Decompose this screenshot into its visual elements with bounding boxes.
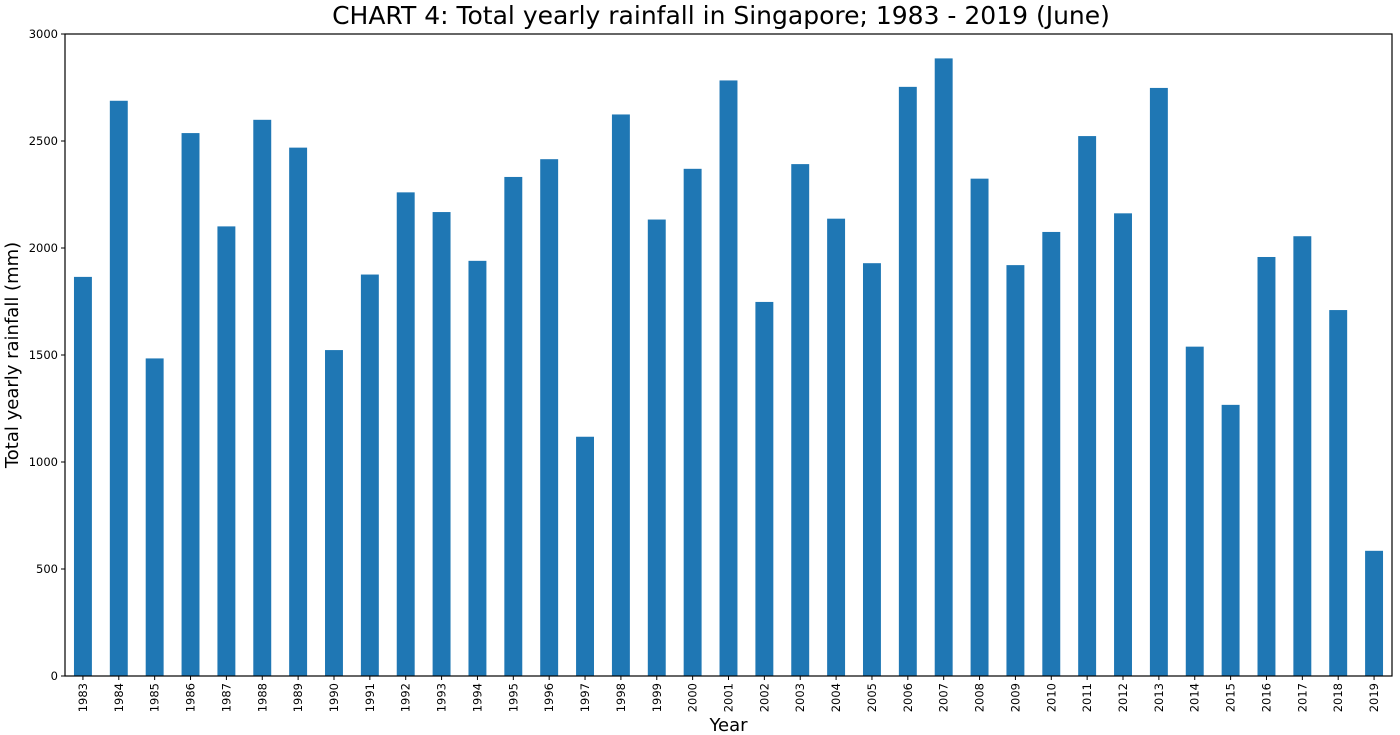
- x-tick-label: 2015: [1224, 683, 1238, 712]
- y-axis: 0 500 1000 1500 2000 2500 3000: [29, 27, 65, 683]
- x-axis: 1983 1984 1985 1986 1987 1988 1989 1990 1991 1992…: [76, 676, 1381, 712]
- bar-2009: [1006, 265, 1025, 676]
- x-tick-label: 1995: [506, 683, 520, 712]
- bar-2015: [1221, 404, 1240, 676]
- x-tick-label: 2010: [1044, 683, 1058, 712]
- x-tick-label: 2000: [686, 683, 700, 712]
- y-tick-label: 2000: [29, 241, 58, 255]
- x-tick-label: 2002: [757, 683, 771, 712]
- x-tick-label: 2004: [829, 683, 843, 712]
- y-tick-label: 1000: [29, 455, 58, 469]
- bar-1997: [576, 436, 594, 676]
- x-tick-label: 1997: [578, 683, 592, 712]
- bar-1990: [325, 350, 343, 676]
- bar-2003: [791, 164, 810, 677]
- bar-1991: [360, 274, 379, 676]
- bar-1988: [253, 119, 272, 676]
- x-tick-label: 2005: [865, 683, 879, 712]
- x-tick-label: 1994: [470, 683, 484, 712]
- bar-2008: [970, 178, 989, 676]
- x-tick-label: 2018: [1331, 683, 1345, 712]
- bar-2002: [755, 301, 774, 676]
- x-tick-label: 1993: [435, 683, 449, 712]
- bar-1996: [540, 159, 559, 676]
- x-tick-label: 2007: [937, 683, 951, 712]
- x-tick-label: 1984: [112, 683, 126, 712]
- bar-1989: [289, 147, 308, 676]
- x-tick-label: 1987: [219, 683, 233, 712]
- bar-2001: [719, 80, 738, 676]
- x-tick-label: 2011: [1080, 683, 1094, 712]
- bar-2005: [862, 263, 881, 676]
- y-tick-label: 2500: [29, 134, 58, 148]
- bar-2018: [1329, 310, 1348, 676]
- chart-title: CHART 4: Total yearly rainfall in Singap…: [332, 1, 1110, 30]
- y-tick-label: 0: [51, 669, 58, 683]
- bar-1987: [217, 226, 236, 676]
- x-tick-label: 1990: [327, 683, 341, 712]
- bar-2017: [1293, 236, 1312, 677]
- bar-2013: [1149, 87, 1168, 677]
- x-tick-label: 2001: [722, 683, 736, 712]
- bar-2010: [1042, 231, 1061, 676]
- bars-group: [73, 58, 1384, 677]
- x-tick-label: 2012: [1116, 683, 1130, 712]
- bar-1999: [647, 219, 666, 677]
- bar-1983: [73, 276, 92, 676]
- y-tick-label: 500: [36, 562, 58, 576]
- bar-2007: [934, 58, 953, 676]
- x-tick-label: 2014: [1188, 683, 1202, 712]
- y-tick-label: 3000: [29, 27, 58, 41]
- y-axis-label: Total yearly rainfall (mm): [2, 242, 23, 469]
- x-tick-label: 2003: [793, 683, 807, 712]
- x-tick-label: 1991: [363, 683, 377, 712]
- x-tick-label: 2019: [1367, 683, 1381, 712]
- bar-2014: [1185, 346, 1204, 676]
- x-tick-label: 2016: [1259, 683, 1273, 712]
- bar-1998: [611, 114, 630, 676]
- bar-2011: [1078, 136, 1097, 676]
- bar-2006: [898, 86, 917, 677]
- x-tick-label: 1983: [76, 683, 90, 712]
- x-tick-label: 2009: [1008, 683, 1022, 712]
- bar-1995: [504, 176, 523, 676]
- x-tick-label: 2013: [1152, 683, 1166, 712]
- x-tick-label: 1998: [614, 683, 628, 712]
- x-tick-label: 1996: [542, 683, 556, 712]
- bar-1994: [468, 260, 487, 676]
- bar-2004: [827, 218, 846, 676]
- x-tick-label: 1988: [255, 683, 269, 712]
- bar-1992: [396, 192, 415, 677]
- x-axis-label: Year: [708, 715, 748, 735]
- x-tick-label: 2006: [901, 683, 915, 712]
- bar-2016: [1257, 256, 1276, 676]
- bar-2019: [1365, 550, 1384, 676]
- x-tick-label: 1985: [148, 683, 162, 712]
- bar-1986: [181, 133, 200, 676]
- bar-1993: [432, 212, 451, 677]
- x-tick-label: 1986: [184, 683, 198, 712]
- y-tick-label: 1500: [29, 348, 58, 362]
- x-tick-label: 2008: [973, 683, 987, 712]
- x-tick-label: 1992: [399, 683, 413, 712]
- bar-2000: [683, 168, 702, 676]
- x-tick-label: 1999: [650, 683, 664, 712]
- x-tick-label: 2017: [1295, 683, 1309, 712]
- bar-2012: [1114, 213, 1132, 676]
- bar-1984: [109, 100, 128, 676]
- x-tick-label: 1989: [291, 683, 305, 712]
- bar-1985: [145, 358, 164, 676]
